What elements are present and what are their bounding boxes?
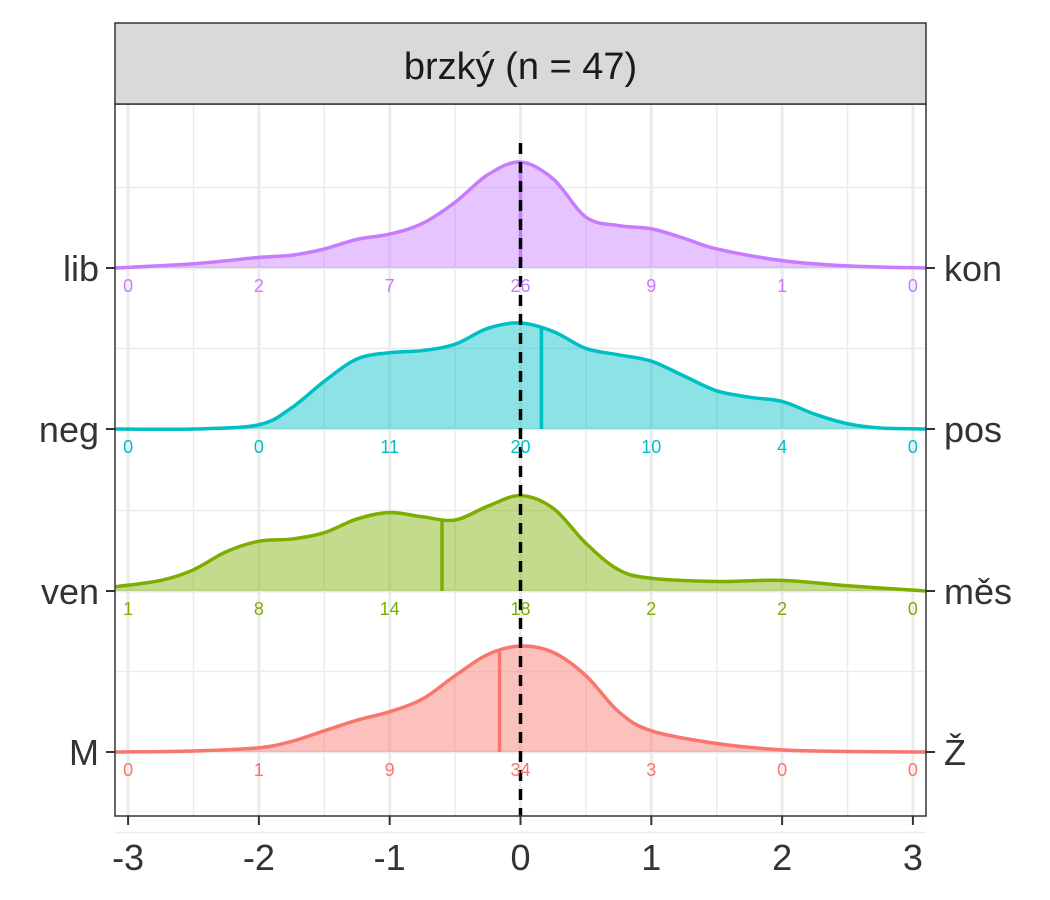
x-tick-label: 2 xyxy=(772,837,792,878)
count-label: 1 xyxy=(777,276,787,296)
count-label: 4 xyxy=(777,437,787,457)
count-label: 8 xyxy=(254,599,264,619)
y-tick-label-right: pos xyxy=(944,409,1002,450)
count-label: 0 xyxy=(908,760,918,780)
count-label: 7 xyxy=(385,276,395,296)
count-label: 2 xyxy=(777,599,787,619)
count-label: 34 xyxy=(510,760,530,780)
count-label: 14 xyxy=(380,599,400,619)
x-tick-label: 0 xyxy=(510,837,530,878)
x-tick-label: 1 xyxy=(641,837,661,878)
x-tick-label: 3 xyxy=(903,837,923,878)
count-label: 10 xyxy=(641,437,661,457)
y-tick-label-right: měs xyxy=(944,571,1012,612)
count-label: 11 xyxy=(380,437,399,457)
density-line xyxy=(114,644,927,754)
count-label: 0 xyxy=(908,437,918,457)
y-tick-label-left: lib xyxy=(63,248,99,289)
count-label: 0 xyxy=(254,437,264,457)
count-label: 0 xyxy=(123,760,133,780)
ridge-lib-kon xyxy=(114,160,927,270)
count-label: 18 xyxy=(510,599,530,619)
count-label: 0 xyxy=(908,599,918,619)
y-tick-label-left: neg xyxy=(39,409,99,450)
x-tick-label: -1 xyxy=(374,837,406,878)
count-label: 20 xyxy=(510,437,530,457)
count-label: 26 xyxy=(510,276,530,296)
x-tick-label: -2 xyxy=(243,837,275,878)
count-label: 0 xyxy=(908,276,918,296)
count-label: 9 xyxy=(385,760,395,780)
count-label: 0 xyxy=(777,760,787,780)
facet-strip xyxy=(114,22,927,105)
density-line xyxy=(114,493,927,593)
y-tick-label-left: ven xyxy=(41,571,99,612)
y-tick-label-right: kon xyxy=(944,248,1002,289)
x-tick-label: -3 xyxy=(112,837,144,878)
y-tick-label-left: M xyxy=(69,732,99,773)
density-line xyxy=(114,160,927,270)
y-tick-label-right: Ž xyxy=(944,732,966,773)
count-label: 1 xyxy=(123,599,133,619)
count-label: 0 xyxy=(123,276,133,296)
count-labels: 0 1 9 34 3 0 01 8 14 18 2 2 00 0 11 20 10 4 00 2 7 26 9 1 0 xyxy=(123,276,918,780)
count-label: 0 xyxy=(123,437,133,457)
density-line xyxy=(114,321,927,432)
count-label: 1 xyxy=(254,760,264,780)
count-label: 2 xyxy=(646,599,656,619)
count-label: 9 xyxy=(646,276,656,296)
x-axis: -3 -2 -1 0 1 2 3 xyxy=(112,816,923,878)
count-label: 3 xyxy=(646,760,656,780)
facet-title: brzký (n = 47) xyxy=(404,46,637,88)
count-label: 2 xyxy=(254,276,264,296)
